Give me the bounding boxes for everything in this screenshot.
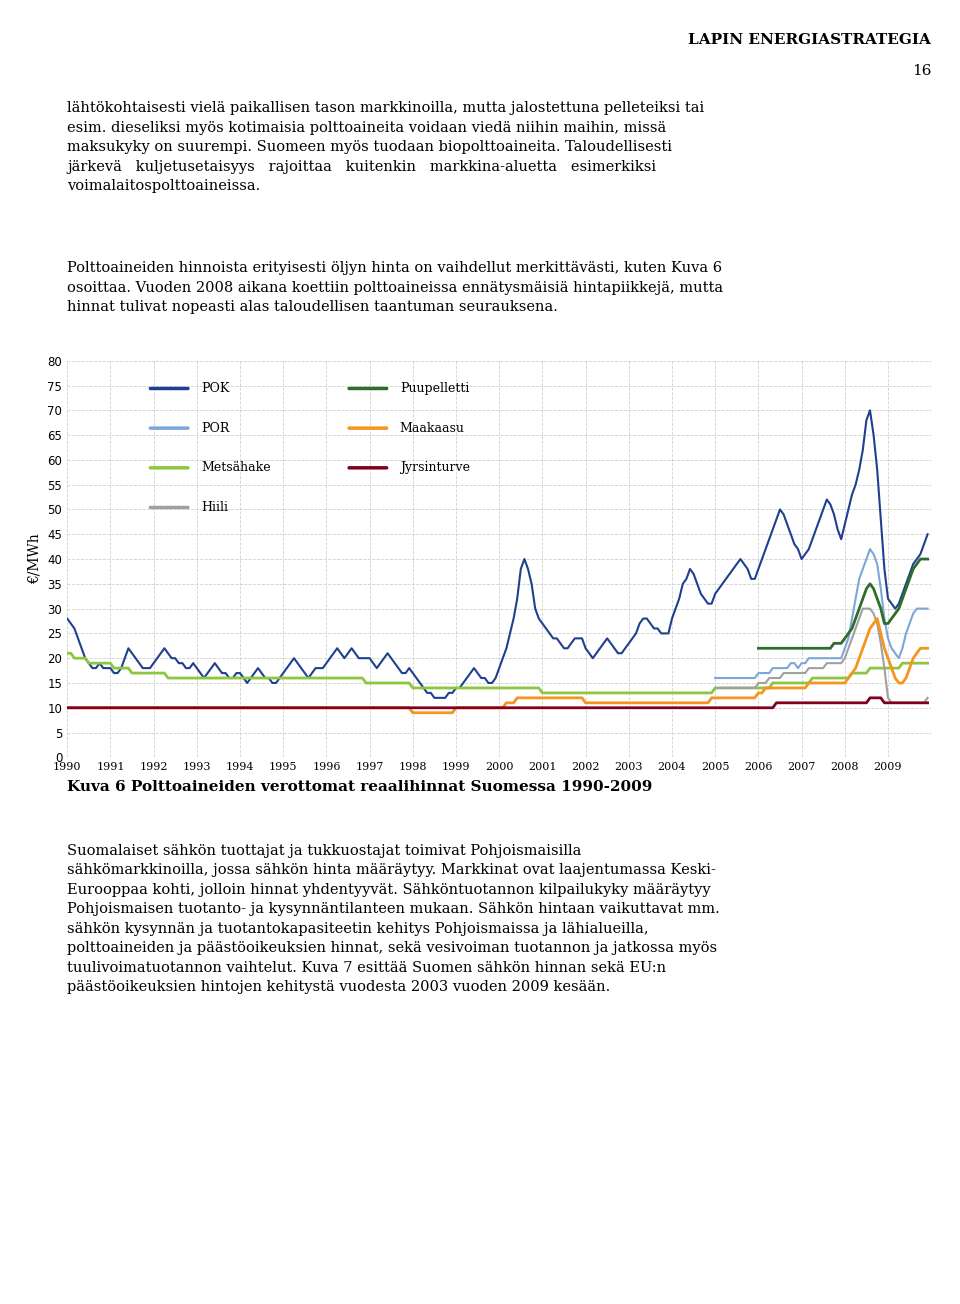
Text: Maakaasu: Maakaasu <box>399 421 465 434</box>
Text: Kuva 6 Polttoaineiden verottomat reaalihinnat Suomessa 1990-2009: Kuva 6 Polttoaineiden verottomat reaalih… <box>67 780 653 794</box>
Text: LAPIN ENERGIASTRATEGIA: LAPIN ENERGIASTRATEGIA <box>688 33 931 47</box>
Text: 16: 16 <box>912 64 931 78</box>
Text: POK: POK <box>202 382 229 395</box>
Text: Hiili: Hiili <box>202 501 228 514</box>
Text: Polttoaineiden hinnoista erityisesti öljyn hinta on vaihdellut merkittävästi, ku: Polttoaineiden hinnoista erityisesti ölj… <box>67 261 723 314</box>
Text: lähtökohtaisesti vielä paikallisen tason markkinoilla, mutta jalostettuna pellet: lähtökohtaisesti vielä paikallisen tason… <box>67 102 705 193</box>
Text: Suomalaiset sähkön tuottajat ja tukkuostajat toimivat Pohjoismaisilla
sähkömarkk: Suomalaiset sähkön tuottajat ja tukkuost… <box>67 844 720 995</box>
Text: Jyrsinturve: Jyrsinturve <box>399 462 469 475</box>
Text: Puupelletti: Puupelletti <box>399 382 469 395</box>
Text: POR: POR <box>202 421 229 434</box>
Text: Metsähake: Metsähake <box>202 462 271 475</box>
Y-axis label: €/MWh: €/MWh <box>28 533 42 584</box>
